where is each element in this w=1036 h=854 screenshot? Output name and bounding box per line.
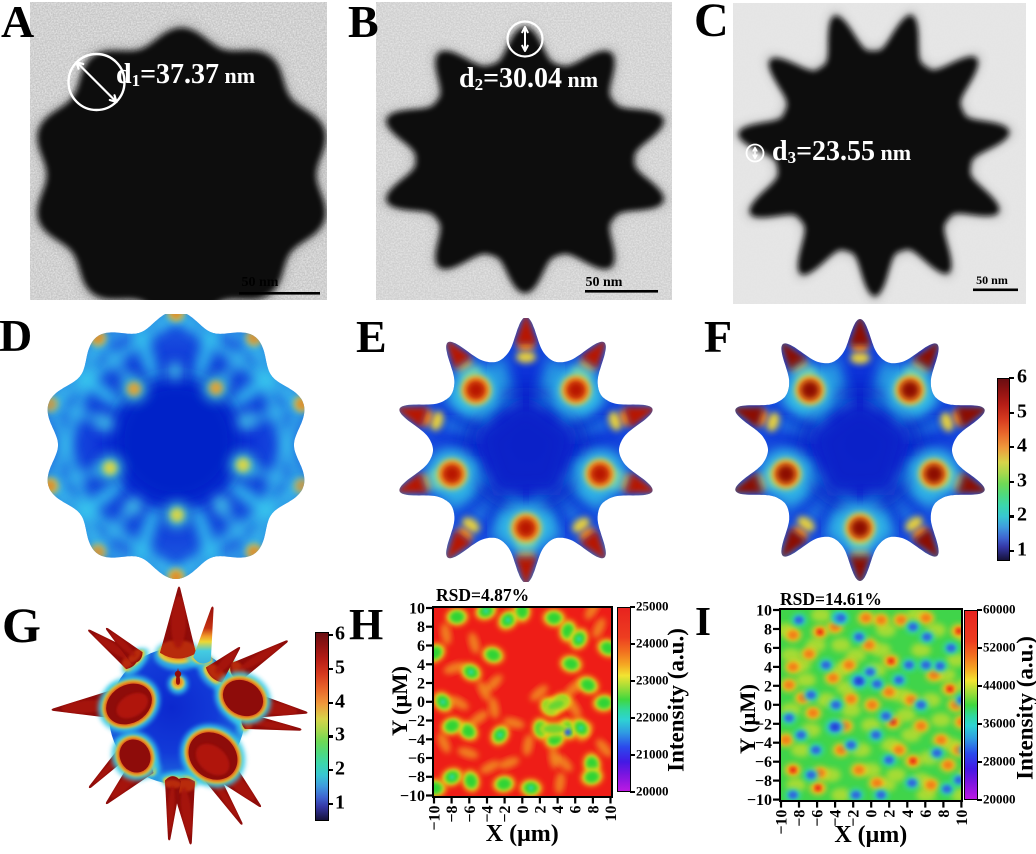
svg-text:−6: −6 bbox=[462, 806, 479, 823]
svg-text:−2: −2 bbox=[408, 713, 425, 730]
svg-text:−2: −2 bbox=[497, 806, 514, 823]
svg-text:−10: −10 bbox=[773, 810, 790, 834]
svg-text:−8: −8 bbox=[754, 773, 771, 790]
svg-text:−8: −8 bbox=[791, 810, 808, 827]
svg-text:−4: −4 bbox=[408, 732, 425, 749]
svg-text:10: 10 bbox=[409, 601, 425, 618]
svg-text:d1=37.37 nm: d1=37.37 nm bbox=[116, 59, 255, 90]
svg-text:8: 8 bbox=[585, 806, 602, 814]
svg-text:0: 0 bbox=[764, 697, 772, 714]
svg-text:2: 2 bbox=[417, 676, 425, 693]
svg-text:8: 8 bbox=[764, 622, 772, 639]
svg-text:d2=30.04 nm: d2=30.04 nm bbox=[459, 63, 598, 94]
svg-text:−4: −4 bbox=[480, 806, 497, 823]
svg-text:−2: −2 bbox=[845, 810, 862, 827]
svg-text:6: 6 bbox=[568, 806, 585, 814]
svg-text:d3=23.55 nm: d3=23.55 nm bbox=[772, 136, 911, 167]
svg-text:50 nm: 50 nm bbox=[242, 275, 279, 290]
svg-text:2: 2 bbox=[764, 678, 772, 695]
svg-text:10: 10 bbox=[603, 806, 620, 822]
svg-text:4: 4 bbox=[417, 657, 425, 674]
svg-text:4: 4 bbox=[764, 659, 772, 676]
svg-text:50 nm: 50 nm bbox=[976, 273, 1008, 287]
svg-text:−6: −6 bbox=[754, 754, 771, 771]
svg-text:−10: −10 bbox=[427, 806, 444, 830]
svg-text:8: 8 bbox=[417, 619, 425, 636]
svg-text:−8: −8 bbox=[444, 806, 461, 823]
svg-text:−8: −8 bbox=[408, 769, 425, 786]
svg-text:−10: −10 bbox=[400, 788, 425, 805]
svg-text:6: 6 bbox=[917, 810, 934, 818]
svg-text:−4: −4 bbox=[827, 810, 844, 827]
svg-text:6: 6 bbox=[764, 640, 772, 657]
svg-text:−4: −4 bbox=[754, 735, 771, 752]
svg-text:10: 10 bbox=[756, 603, 772, 620]
svg-text:2: 2 bbox=[532, 806, 549, 814]
svg-text:0: 0 bbox=[417, 694, 425, 711]
svg-text:4: 4 bbox=[550, 806, 567, 814]
svg-text:10: 10 bbox=[953, 810, 970, 826]
svg-text:−6: −6 bbox=[408, 751, 425, 768]
svg-text:2: 2 bbox=[881, 810, 898, 818]
svg-text:0: 0 bbox=[863, 810, 880, 818]
svg-text:8: 8 bbox=[935, 810, 952, 818]
svg-text:0: 0 bbox=[515, 806, 532, 814]
svg-text:4: 4 bbox=[899, 810, 916, 818]
svg-text:−2: −2 bbox=[754, 716, 771, 733]
svg-text:50 nm: 50 nm bbox=[586, 275, 623, 290]
svg-text:−10: −10 bbox=[746, 792, 771, 809]
svg-text:6: 6 bbox=[417, 638, 425, 655]
svg-text:−6: −6 bbox=[809, 810, 826, 827]
